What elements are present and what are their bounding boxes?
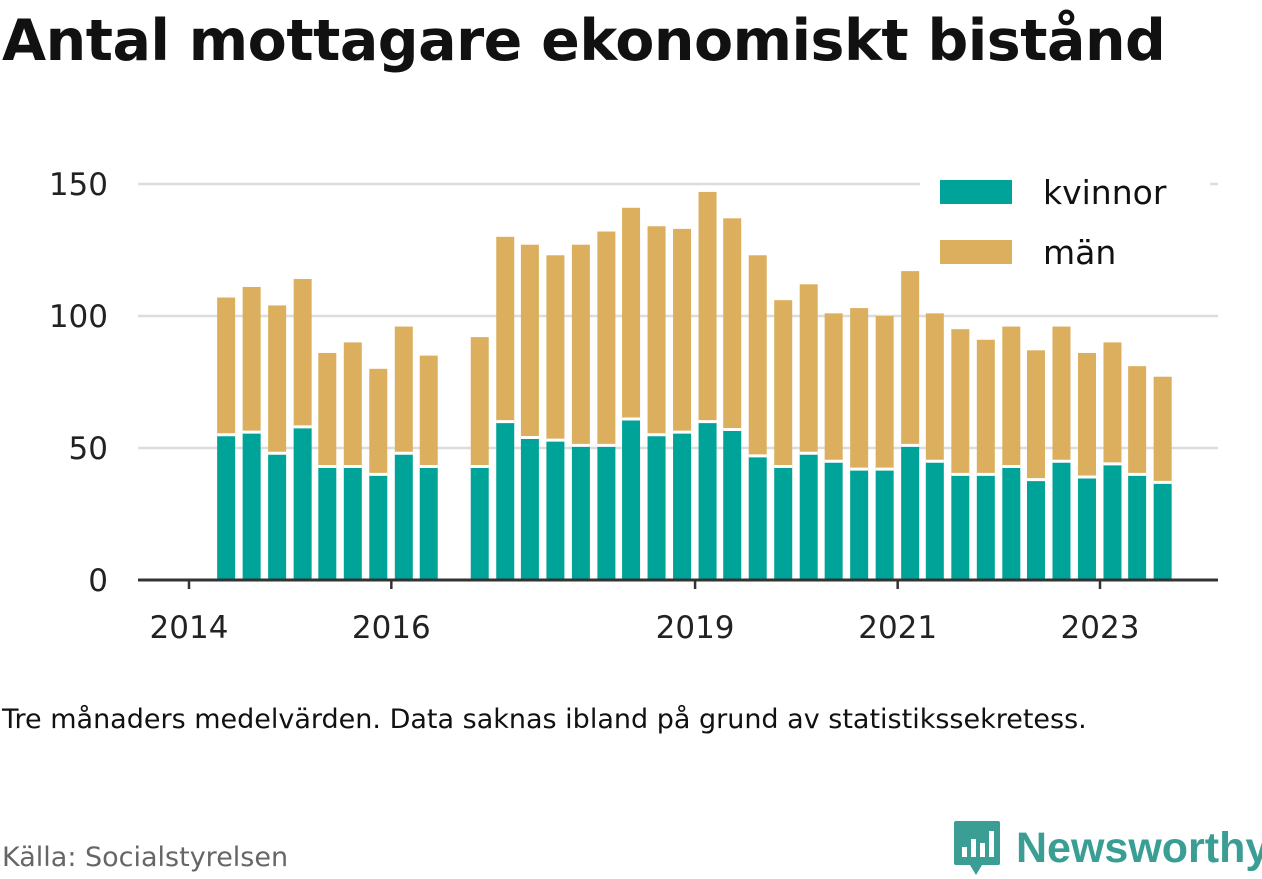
bar-man: [217, 297, 236, 435]
bar-man: [850, 308, 869, 470]
bar-kvinnor: [1153, 482, 1172, 580]
bar-kvinnor: [293, 426, 312, 580]
bar-man: [520, 244, 539, 438]
bar-kvinnor: [698, 421, 717, 580]
bars: [217, 191, 1172, 580]
bar-kvinnor: [875, 469, 894, 580]
legend-swatch: [940, 180, 1012, 204]
bar-kvinnor: [217, 434, 236, 580]
bar-man: [774, 300, 793, 467]
bar-man: [571, 244, 590, 446]
bar-kvinnor: [901, 445, 920, 580]
bar-kvinnor: [546, 440, 565, 580]
bar-kvinnor: [824, 461, 843, 580]
bar-man: [1026, 350, 1045, 480]
bar-man: [748, 255, 767, 456]
bar-kvinnor: [1077, 477, 1096, 580]
bar-kvinnor: [520, 437, 539, 580]
bar-kvinnor: [242, 432, 261, 580]
bar-man: [293, 279, 312, 427]
chart-note: Tre månaders medelvärden. Data saknas ib…: [2, 704, 1087, 735]
bar-man: [394, 326, 413, 454]
brand-logo[interactable]: Newsworthy: [952, 820, 1262, 876]
legend-swatch: [940, 240, 1012, 264]
bar-man: [268, 305, 287, 454]
bar-man: [1052, 326, 1071, 462]
y-tick-label: 150: [49, 167, 108, 203]
bar-man: [242, 286, 261, 433]
bar-kvinnor: [850, 469, 869, 580]
bar-chart: 0 50 100 150 2014 2016 2019 2021 2023 kvinnor mä…: [49, 167, 1218, 646]
bar-kvinnor: [925, 461, 944, 580]
bar-man: [824, 313, 843, 462]
bar-kvinnor: [673, 432, 692, 580]
bar-man: [496, 236, 515, 422]
legend-label: män: [1043, 233, 1116, 272]
bar-man: [799, 284, 818, 454]
bar-man: [723, 218, 742, 430]
x-tick-label: 2014: [150, 610, 229, 646]
x-tick-label: 2016: [352, 610, 431, 646]
bar-man: [698, 191, 717, 422]
bar-man: [647, 226, 666, 435]
bar-man: [925, 313, 944, 462]
bar-kvinnor: [622, 418, 641, 580]
bar-man: [1153, 376, 1172, 483]
bar-kvinnor: [647, 434, 666, 580]
bar-kvinnor: [597, 445, 616, 580]
bar-kvinnor: [976, 474, 995, 580]
x-axis-ticks: 2014 2016 2019 2021 2023: [150, 580, 1140, 646]
bar-kvinnor: [470, 466, 489, 580]
bar-kvinnor: [774, 466, 793, 580]
bar-man: [419, 355, 438, 467]
y-tick-label: 100: [49, 299, 108, 335]
bar-kvinnor: [799, 453, 818, 580]
bar-man: [546, 255, 565, 441]
bar-kvinnor: [748, 455, 767, 580]
bar-man: [1103, 342, 1122, 464]
bar-kvinnor: [419, 466, 438, 580]
y-tick-label: 50: [69, 431, 108, 467]
bar-kvinnor: [1128, 474, 1147, 580]
legend: kvinnor män: [920, 172, 1210, 272]
bar-kvinnor: [394, 453, 413, 580]
x-tick-label: 2023: [1061, 610, 1140, 646]
bar-kvinnor: [951, 474, 970, 580]
bar-man: [1128, 366, 1147, 475]
bar-kvinnor: [723, 429, 742, 580]
y-tick-label: 0: [88, 563, 108, 599]
bar-man: [673, 228, 692, 433]
x-tick-label: 2021: [858, 610, 937, 646]
bar-kvinnor: [343, 466, 362, 580]
brand-name: Newsworthy: [1016, 823, 1262, 872]
bar-kvinnor: [571, 445, 590, 580]
newsworthy-logo-icon: [952, 819, 1002, 877]
source-label: Källa: Socialstyrelsen: [2, 842, 289, 873]
chart-title: Antal mottagare ekonomiskt bistånd: [2, 8, 1166, 74]
bar-man: [318, 352, 337, 467]
bar-man: [597, 231, 616, 446]
y-axis-tick-labels: 0 50 100 150: [49, 167, 108, 599]
bar-kvinnor: [369, 474, 388, 580]
bar-man: [901, 271, 920, 446]
bar-man: [976, 339, 995, 475]
x-tick-label: 2019: [656, 610, 735, 646]
bar-kvinnor: [1103, 463, 1122, 580]
bar-man: [1002, 326, 1021, 467]
bar-man: [1077, 352, 1096, 478]
bar-man: [951, 329, 970, 475]
bar-kvinnor: [268, 453, 287, 580]
bar-man: [622, 207, 641, 419]
bar-kvinnor: [1052, 461, 1071, 580]
bar-man: [470, 337, 489, 467]
legend-label: kvinnor: [1043, 173, 1167, 212]
bar-kvinnor: [1026, 479, 1045, 580]
bar-kvinnor: [318, 466, 337, 580]
bar-kvinnor: [1002, 466, 1021, 580]
bar-kvinnor: [496, 421, 515, 580]
bar-man: [343, 342, 362, 467]
bar-man: [369, 368, 388, 475]
bar-man: [875, 316, 894, 470]
